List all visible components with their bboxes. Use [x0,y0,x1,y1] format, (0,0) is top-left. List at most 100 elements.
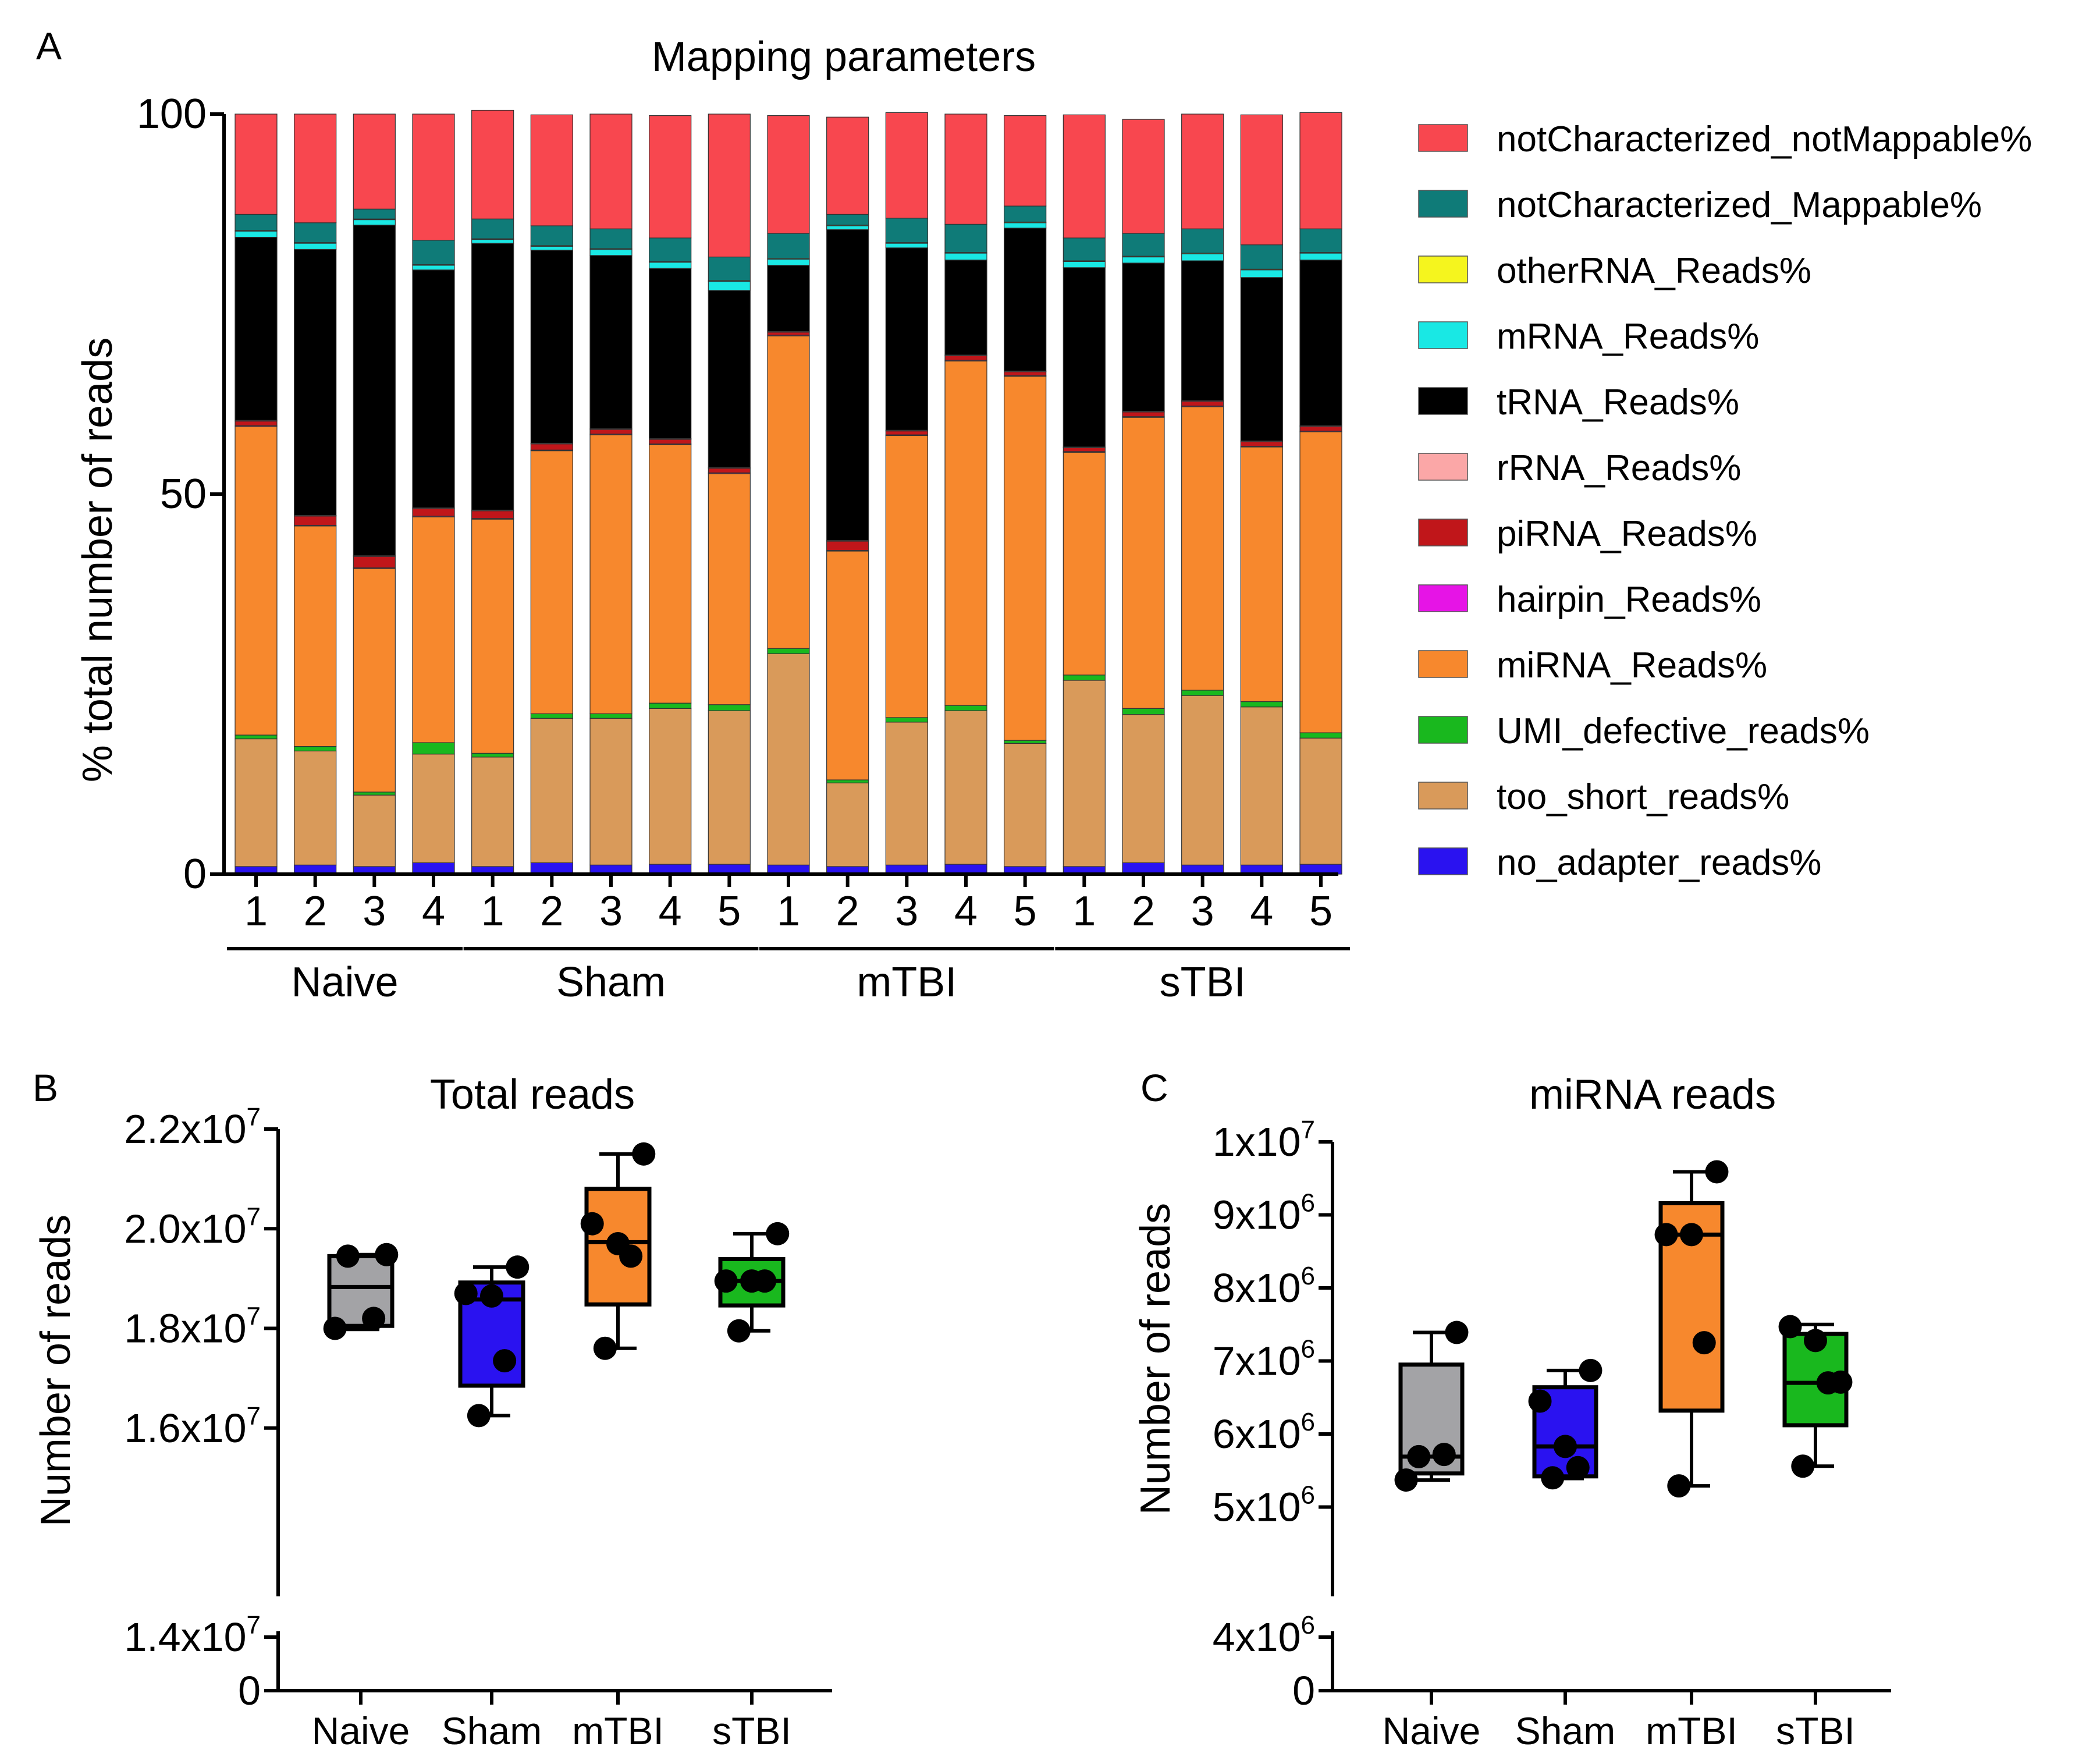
sample-label: 4 [954,888,978,935]
bar-segment [1004,740,1047,744]
bar-segment [767,653,810,865]
bar-segment [1004,375,1047,741]
bar-segment [294,746,337,752]
data-point [467,1404,491,1428]
sample-label: 4 [1250,888,1273,935]
bar-segment [412,113,455,241]
bar-segment [353,556,396,569]
bar-segment [234,738,278,867]
bar-segment [1240,114,1283,246]
data-point [1445,1321,1469,1344]
box-plot-total-reads: Total reads Number of reads 2.2x107 2.0x1… [33,1071,832,1752]
data-point [480,1284,503,1308]
bar-segment [471,753,514,758]
legend-swatch [1418,453,1468,481]
legend-swatch [1418,584,1468,612]
bar-segment [944,113,987,225]
bar-segment [767,233,810,259]
bar-segment [530,718,573,864]
bar-segment [1063,261,1106,268]
bar-segment [530,225,573,246]
bar-segment [1063,447,1106,452]
bar-segment [649,262,692,269]
data-point [580,1212,604,1236]
sample-label: 2 [540,888,563,935]
bar-segment [471,519,514,754]
sample-label: 2 [304,888,327,935]
legend-label: notCharacterized_Mappable% [1497,185,1982,225]
bar-segment [944,710,987,865]
group-label: Sham [556,959,666,1006]
y-tick-label: 0 [238,1668,261,1713]
bar-segment [1122,256,1165,264]
bar-segment [1299,112,1342,229]
bar-segment [1004,205,1047,223]
bar-segment [708,473,751,705]
stacked-bar-chart: Mapping parameters % total number of rea… [74,34,2032,1006]
bar-segment [1063,267,1106,448]
bar-segment [412,265,455,271]
y-tick-label: 5x106 [1213,1481,1315,1530]
bar-segment [353,568,396,793]
category-label: Naive [312,1709,410,1752]
bar-segment [885,243,928,249]
y-tick-label: 50 [160,471,207,517]
y-tick-label: 2.2x107 [124,1103,261,1152]
bar-segment [826,551,869,780]
data-point [493,1349,517,1373]
data-point [323,1316,347,1340]
data-point [1654,1223,1678,1247]
bar-segment [234,230,278,238]
y-tick-label: 8x106 [1213,1262,1315,1311]
legend-swatch [1418,255,1468,283]
bar-segment [826,214,869,226]
legend-swatch [1418,387,1468,415]
category-label: sTBI [1776,1709,1855,1752]
category-label: sTBI [712,1709,791,1752]
bar-segment [1181,113,1224,229]
bar-segment [234,236,278,421]
panel-label-b: B [33,1066,58,1109]
data-point [766,1222,790,1245]
bar-segment [412,240,455,265]
bar-segment [649,237,692,262]
bar-segment [589,255,633,430]
bar-segment [649,708,692,865]
sample-label: 5 [1014,888,1037,935]
bar-segment [649,439,692,445]
bar-segment [767,332,810,336]
category-label: mTBI [572,1709,664,1752]
bar-segment [708,113,751,258]
bar-segment [471,239,514,244]
data-point [1692,1331,1716,1355]
data-point [1579,1358,1602,1382]
bar-segment [1122,708,1165,715]
chart-b-title: Total reads [430,1071,635,1118]
category-label: Sham [442,1709,542,1752]
bar-segment [589,429,633,435]
bar-segment [294,526,337,747]
group-label: mTBI [857,959,957,1006]
legend-swatch [1418,650,1468,678]
bar-segment [1004,371,1047,376]
bar-segment [885,218,928,243]
bar-segment [353,219,396,226]
bar-segment [1063,452,1106,676]
bar-segment [1240,701,1283,708]
bar-segment [1299,737,1342,865]
bar-segment [1004,222,1047,229]
chart-c-title: miRNA reads [1529,1071,1776,1118]
bar-segment [767,265,810,332]
chart-c-y-axis-label: Number of reads [1132,1203,1179,1515]
bar-segment [353,225,396,556]
y-tick-label: 6x106 [1213,1408,1315,1457]
bar-segment [353,794,396,867]
panel-label-c: C [1140,1066,1168,1109]
category-label: Sham [1515,1709,1615,1752]
y-tick-label: 1.6x107 [124,1402,261,1451]
bar-segment [885,247,928,431]
data-point [593,1336,617,1360]
bar-segment [826,225,869,230]
sample-label: 3 [895,888,918,935]
bar-segment [1063,675,1106,681]
